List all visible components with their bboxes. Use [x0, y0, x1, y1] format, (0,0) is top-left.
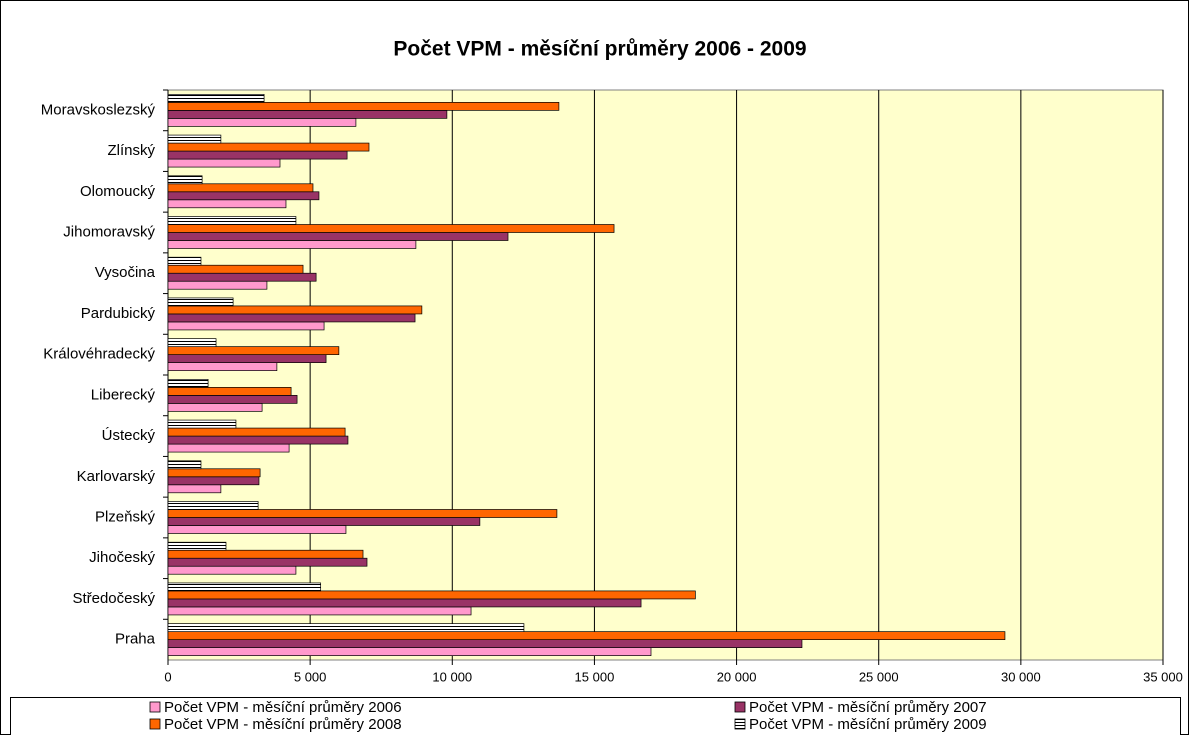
bar — [167, 517, 481, 526]
y-tick-label: Jihomoravský — [63, 223, 155, 240]
x-tick-label: 30 000 — [1001, 669, 1041, 684]
bar — [167, 158, 281, 168]
bar — [167, 557, 368, 567]
x-tick-label: 35 000 — [1143, 669, 1183, 684]
legend-label: Počet VPM - měsíční průměry 2007 — [749, 699, 987, 716]
bar — [167, 150, 348, 160]
bar — [167, 631, 1006, 640]
y-tick-label: Praha — [115, 631, 156, 648]
bar — [167, 232, 509, 241]
x-tick-label: 20 000 — [717, 669, 757, 684]
bar — [167, 582, 322, 592]
x-tick-label: 10 000 — [432, 669, 472, 684]
bar — [167, 468, 261, 478]
bar — [167, 379, 209, 388]
bar — [167, 118, 357, 127]
bar — [167, 354, 327, 363]
bar — [167, 395, 298, 404]
bar — [167, 427, 346, 437]
bar — [167, 509, 558, 518]
bar — [167, 199, 287, 209]
chart-title: Počet VPM - měsíční průměry 2006 - 2009 — [393, 38, 806, 61]
bar — [167, 525, 347, 534]
bar — [167, 346, 340, 355]
bar — [167, 183, 314, 193]
x-tick-label: 5 000 — [294, 669, 327, 684]
y-tick-label: Liberecký — [91, 386, 156, 403]
bar — [167, 541, 227, 551]
bar — [167, 387, 292, 396]
bar — [167, 501, 259, 510]
y-tick-label: Pardubický — [81, 305, 156, 322]
bar — [167, 305, 423, 315]
bar — [167, 338, 217, 347]
y-tick-label: Vysočina — [95, 264, 156, 281]
bar — [167, 606, 472, 616]
y-tick-label: Ústecký — [102, 427, 156, 444]
bar — [167, 94, 265, 103]
bar — [167, 362, 278, 371]
y-tick-label: Moravskoslezský — [41, 101, 156, 118]
bar — [167, 590, 696, 600]
bar — [167, 403, 263, 412]
legend-label: Počet VPM - měsíční průměry 2008 — [164, 716, 402, 733]
bar — [167, 435, 349, 445]
legend-label: Počet VPM - měsíční průměry 2006 — [164, 699, 402, 716]
x-tick-label: 15 000 — [575, 669, 615, 684]
bar — [167, 142, 370, 152]
bar — [167, 313, 416, 323]
bar — [167, 598, 642, 608]
plot-area — [167, 89, 1164, 661]
y-tick-label: Olomoucký — [80, 183, 156, 200]
bar — [167, 460, 202, 470]
x-tick-label: 25 000 — [859, 669, 899, 684]
y-tick-label: Plzeňský — [95, 508, 156, 525]
bar — [167, 110, 448, 119]
bar — [167, 297, 234, 307]
legend-swatch — [149, 701, 161, 713]
y-tick-label: Královéhradecký — [43, 346, 155, 363]
bar — [167, 280, 268, 290]
bar — [167, 134, 222, 144]
bar — [167, 419, 237, 429]
bar — [167, 476, 260, 486]
legend-box — [10, 697, 1181, 735]
bar — [167, 443, 290, 453]
bar — [167, 272, 317, 282]
x-tick-label: 0 — [164, 669, 171, 684]
legend-label: Počet VPM - měsíční průměry 2009 — [749, 716, 987, 733]
bar — [167, 647, 652, 656]
y-tick-label: Zlínský — [107, 142, 155, 159]
bar — [167, 623, 525, 632]
bar — [167, 256, 202, 266]
bar — [167, 224, 615, 233]
bar — [167, 216, 297, 225]
bar — [167, 639, 803, 648]
bar — [167, 321, 325, 331]
y-tick-label: Jihočeský — [89, 549, 155, 566]
bar — [167, 191, 320, 201]
bar — [167, 484, 222, 494]
bar — [167, 549, 364, 559]
legend-swatch — [734, 718, 746, 730]
y-tick-label: Středočeský — [72, 590, 155, 607]
y-tick-label: Karlovarský — [77, 468, 156, 485]
bar — [167, 264, 304, 274]
bar — [167, 102, 560, 111]
bar — [167, 565, 297, 575]
bar — [167, 240, 417, 249]
legend-swatch — [149, 718, 161, 730]
legend-swatch — [734, 701, 746, 713]
bar — [167, 175, 203, 185]
